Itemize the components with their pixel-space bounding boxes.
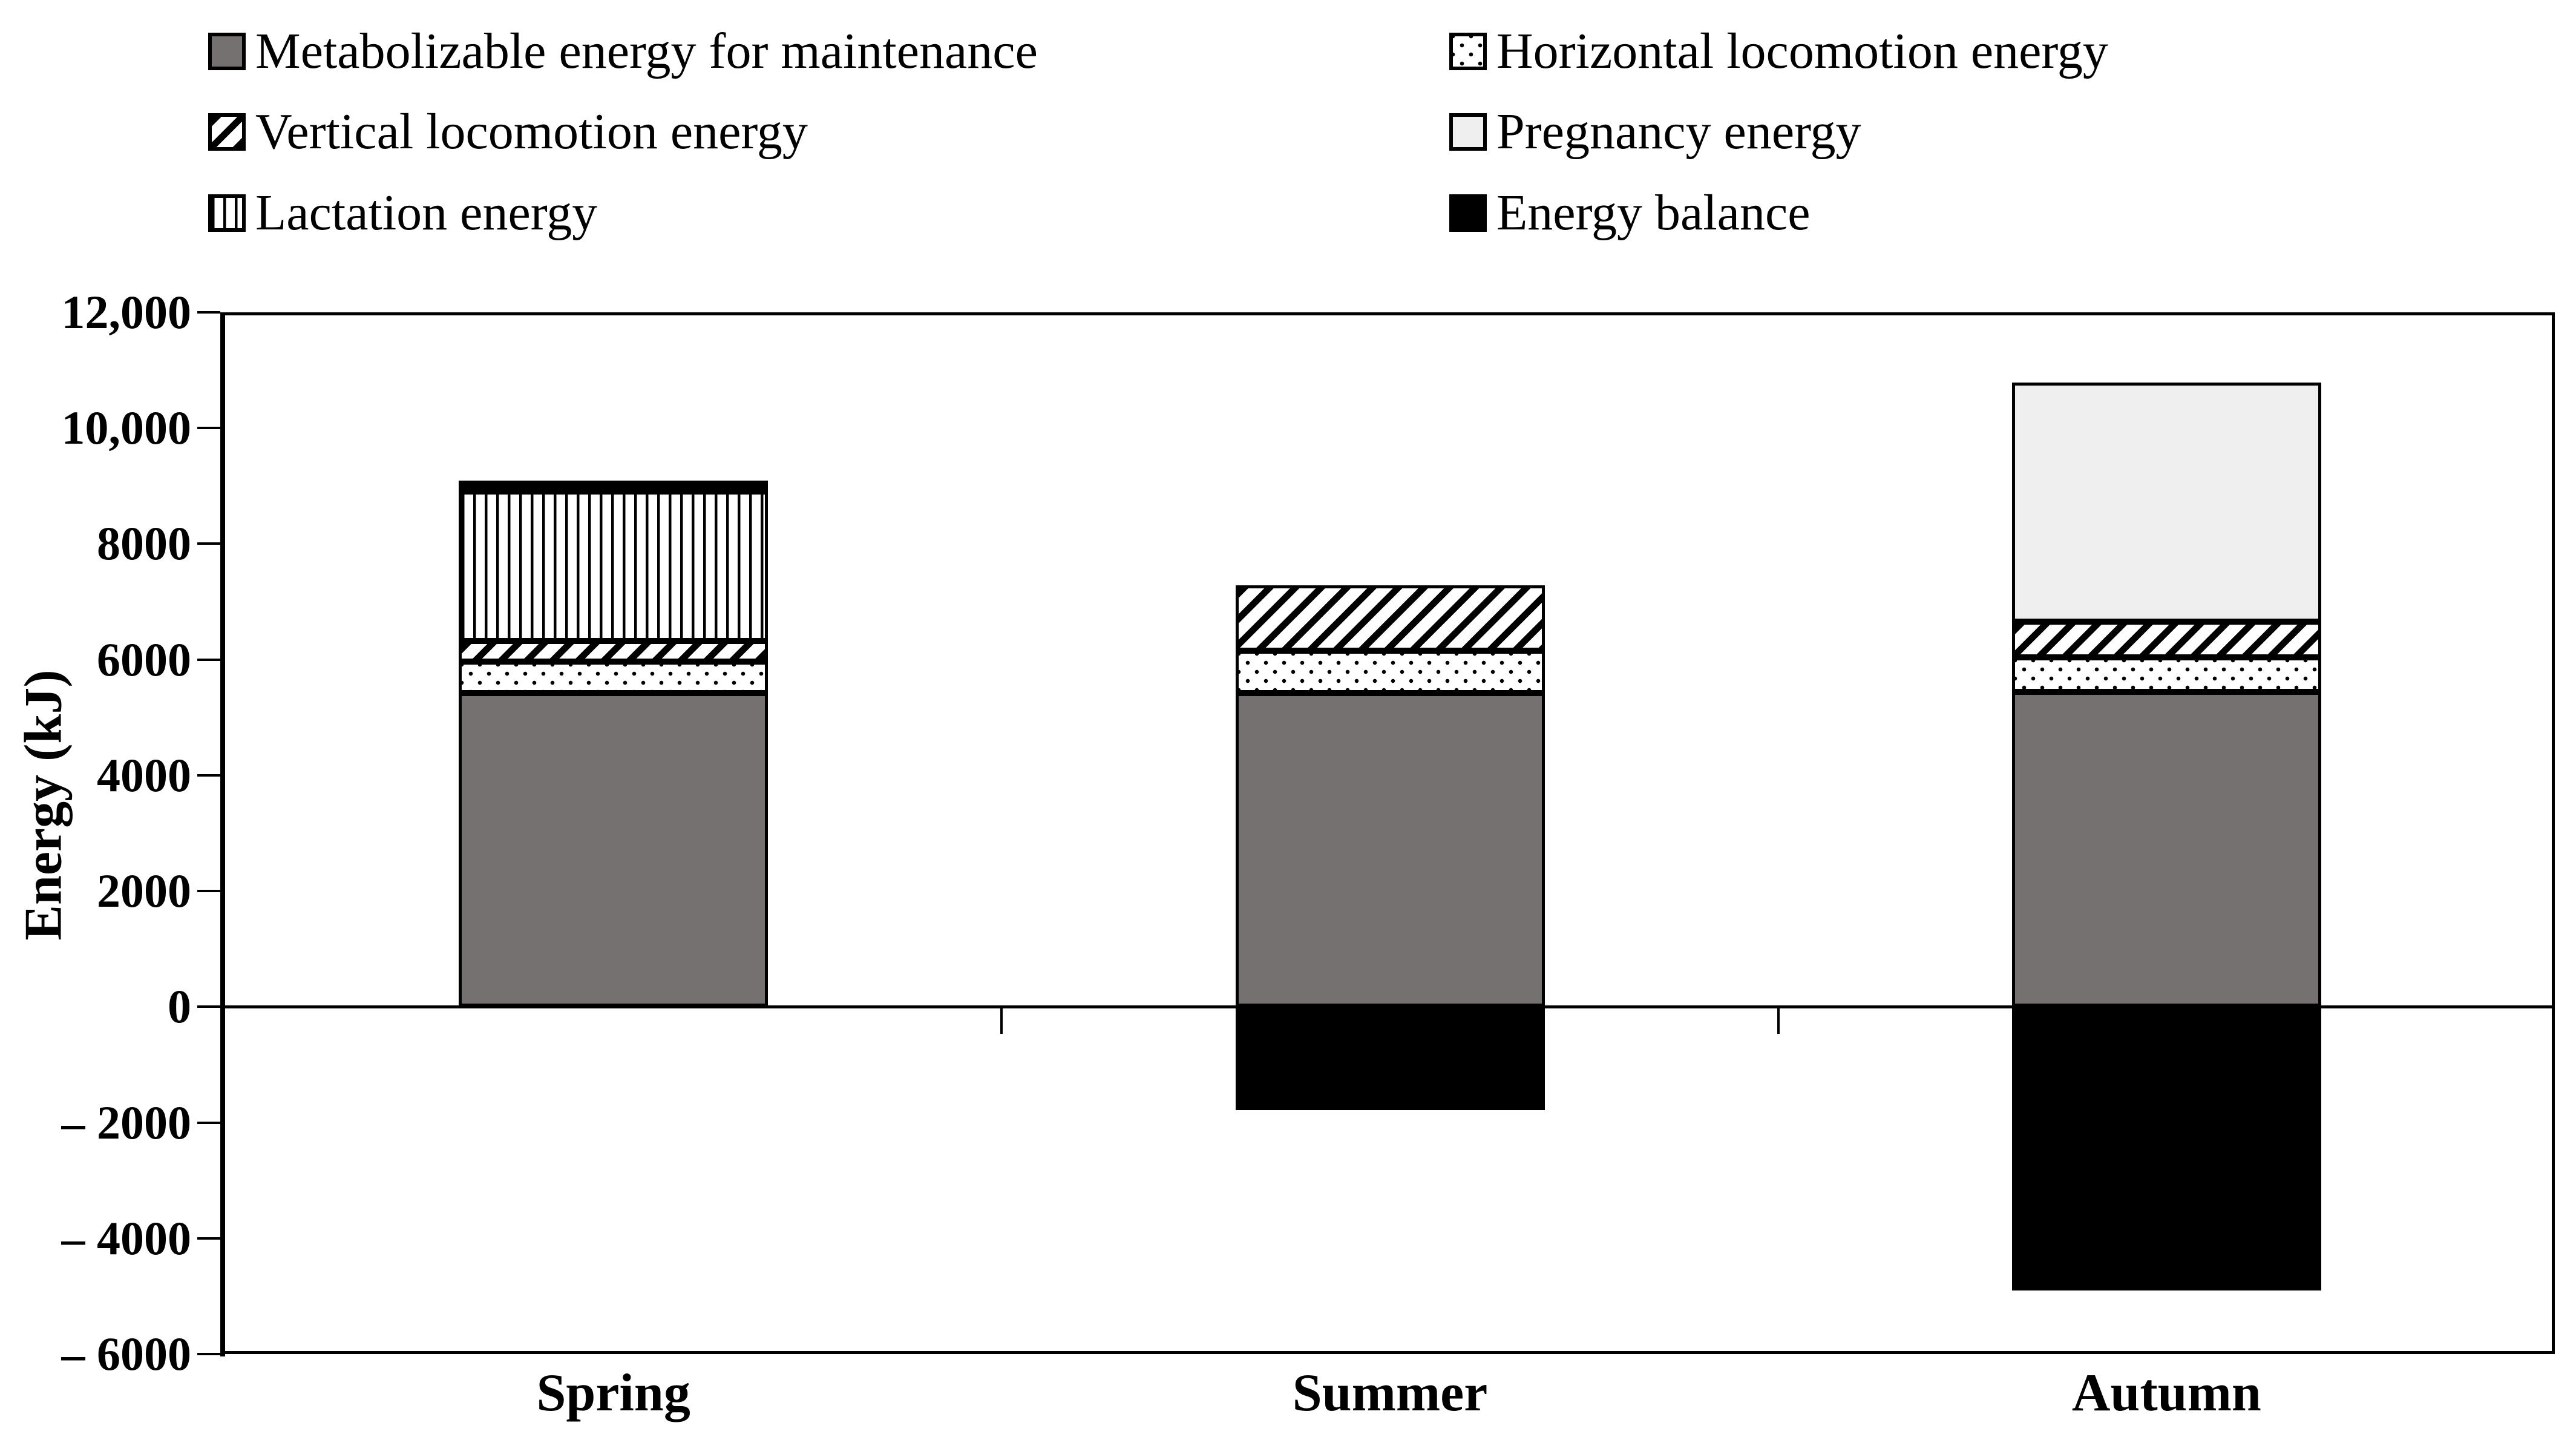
legend-item: Vertical locomotion energy — [208, 99, 808, 165]
category-label: Summer — [1292, 1364, 1488, 1422]
legend-label: Pregnancy energy — [1496, 104, 1861, 160]
y-tick-label: 12,000 — [61, 286, 192, 338]
y-tick — [197, 890, 220, 893]
bar-segment — [1235, 693, 1545, 1007]
category-label: Autumn — [2071, 1364, 2261, 1422]
bar-segment — [459, 693, 769, 1007]
legend-label: Lactation energy — [255, 185, 598, 241]
y-tick-label: – 6000 — [61, 1327, 192, 1380]
legend-label: Horizontal locomotion energy — [1496, 23, 2108, 79]
legend-swatch-vlines-icon — [208, 194, 246, 232]
bar-segment — [2011, 657, 2321, 692]
legend-swatch-light-icon — [1449, 113, 1487, 151]
y-tick-label: 2000 — [97, 864, 191, 918]
legend-label: Energy balance — [1496, 185, 1811, 241]
legend-swatch-hatch-icon — [208, 113, 246, 151]
y-tick — [197, 1353, 220, 1355]
y-tick-label: 10,000 — [61, 401, 192, 455]
y-tick-label: – 4000 — [61, 1211, 192, 1264]
bar-segment — [459, 661, 769, 694]
plot-frame-right — [2552, 312, 2555, 1354]
bar-segment — [1235, 651, 1545, 694]
category-label: Spring — [536, 1364, 690, 1422]
y-axis-line — [220, 312, 225, 1356]
y-tick-label: 0 — [168, 980, 191, 1033]
y-tick — [197, 658, 220, 661]
bar-segment — [2011, 621, 2321, 657]
y-tick — [197, 542, 220, 545]
bar-segment — [459, 481, 769, 492]
y-tick — [197, 1237, 220, 1240]
legend-label: Metabolizable energy for maintenance — [255, 23, 1038, 79]
y-tick — [197, 774, 220, 777]
y-tick-label: 6000 — [97, 633, 191, 686]
plot-frame-top — [225, 312, 2555, 315]
x-axis-category-tick — [1000, 1007, 1003, 1034]
legend-swatch-solid-gray-icon — [208, 33, 246, 70]
bar-segment — [2011, 382, 2321, 622]
bar-segment — [459, 641, 769, 662]
y-tick-label: – 2000 — [61, 1096, 192, 1149]
y-tick — [197, 1121, 220, 1124]
legend-swatch-black-icon — [1449, 194, 1487, 232]
bar-segment — [1235, 585, 1545, 651]
plot-frame-bottom — [225, 1351, 2555, 1354]
y-tick — [197, 427, 220, 430]
bar-segment — [1235, 1005, 1545, 1111]
y-tick — [197, 1005, 220, 1008]
legend-item: Lactation energy — [208, 180, 597, 246]
x-axis-category-tick — [1777, 1007, 1780, 1034]
bar-segment — [2011, 1005, 2321, 1290]
legend-label: Vertical locomotion energy — [255, 104, 808, 160]
y-tick — [197, 311, 220, 314]
legend-item: Horizontal locomotion energy — [1449, 18, 2108, 85]
bar-segment — [2011, 692, 2321, 1007]
legend-swatch-dots-icon — [1449, 33, 1487, 70]
legend-item: Energy balance — [1449, 180, 1811, 246]
legend-item: Pregnancy energy — [1449, 99, 1861, 165]
y-tick-label: 8000 — [97, 517, 191, 570]
y-tick-label: 4000 — [97, 748, 191, 801]
bar-segment — [459, 492, 769, 642]
legend-item: Metabolizable energy for maintenance — [208, 18, 1038, 85]
